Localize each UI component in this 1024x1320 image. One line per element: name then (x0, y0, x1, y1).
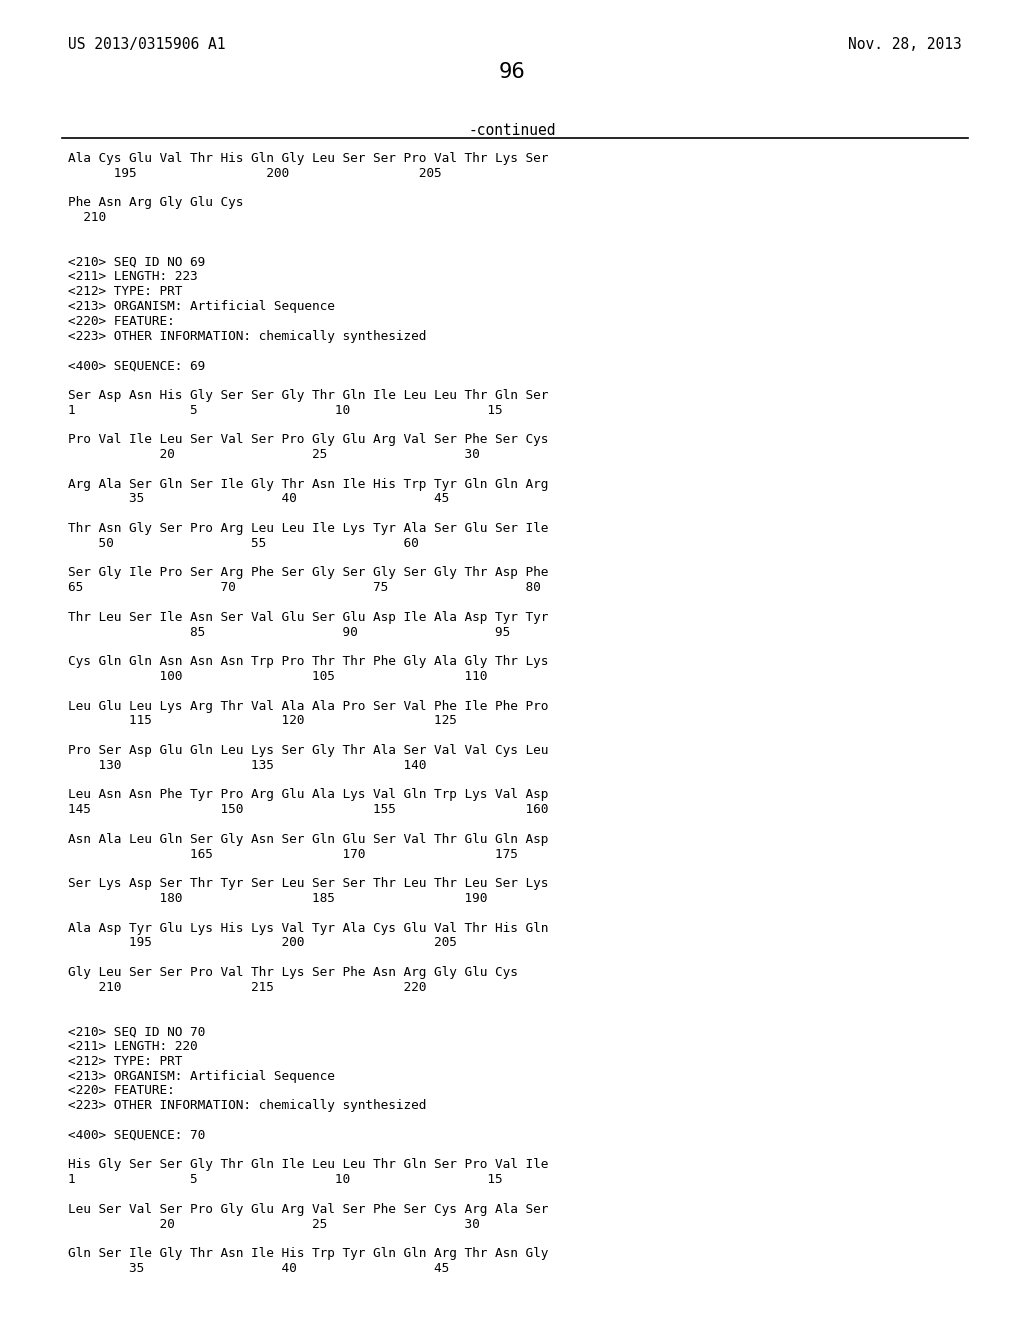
Text: <212> TYPE: PRT: <212> TYPE: PRT (68, 1055, 182, 1068)
Text: Thr Leu Ser Ile Asn Ser Val Glu Ser Glu Asp Ile Ala Asp Tyr Tyr: Thr Leu Ser Ile Asn Ser Val Glu Ser Glu … (68, 611, 549, 624)
Text: Nov. 28, 2013: Nov. 28, 2013 (848, 37, 962, 51)
Text: 130                 135                 140: 130 135 140 (68, 759, 426, 772)
Text: <223> OTHER INFORMATION: chemically synthesized: <223> OTHER INFORMATION: chemically synt… (68, 330, 426, 343)
Text: <211> LENGTH: 223: <211> LENGTH: 223 (68, 271, 198, 284)
Text: 115                 120                 125: 115 120 125 (68, 714, 457, 727)
Text: <400> SEQUENCE: 70: <400> SEQUENCE: 70 (68, 1129, 205, 1142)
Text: 210: 210 (68, 211, 106, 224)
Text: Leu Asn Asn Phe Tyr Pro Arg Glu Ala Lys Val Gln Trp Lys Val Asp: Leu Asn Asn Phe Tyr Pro Arg Glu Ala Lys … (68, 788, 549, 801)
Text: <220> FEATURE:: <220> FEATURE: (68, 314, 175, 327)
Text: <223> OTHER INFORMATION: chemically synthesized: <223> OTHER INFORMATION: chemically synt… (68, 1100, 426, 1113)
Text: 65                  70                  75                  80: 65 70 75 80 (68, 581, 541, 594)
Text: <400> SEQUENCE: 69: <400> SEQUENCE: 69 (68, 359, 205, 372)
Text: 85                  90                  95: 85 90 95 (68, 626, 510, 639)
Text: <210> SEQ ID NO 69: <210> SEQ ID NO 69 (68, 256, 205, 268)
Text: Phe Asn Arg Gly Glu Cys: Phe Asn Arg Gly Glu Cys (68, 197, 244, 210)
Text: 210                 215                 220: 210 215 220 (68, 981, 426, 994)
Text: <211> LENGTH: 220: <211> LENGTH: 220 (68, 1040, 198, 1053)
Text: <220> FEATURE:: <220> FEATURE: (68, 1085, 175, 1097)
Text: <213> ORGANISM: Artificial Sequence: <213> ORGANISM: Artificial Sequence (68, 1069, 335, 1082)
Text: 35                  40                  45: 35 40 45 (68, 492, 450, 506)
Text: Leu Ser Val Ser Pro Gly Glu Arg Val Ser Phe Ser Cys Arg Ala Ser: Leu Ser Val Ser Pro Gly Glu Arg Val Ser … (68, 1203, 549, 1216)
Text: <210> SEQ ID NO 70: <210> SEQ ID NO 70 (68, 1026, 205, 1039)
Text: 180                 185                 190: 180 185 190 (68, 892, 487, 906)
Text: Cys Gln Gln Asn Asn Asn Trp Pro Thr Thr Phe Gly Ala Gly Thr Lys: Cys Gln Gln Asn Asn Asn Trp Pro Thr Thr … (68, 655, 549, 668)
Text: 195                 200                 205: 195 200 205 (68, 936, 457, 949)
Text: Leu Glu Leu Lys Arg Thr Val Ala Ala Pro Ser Val Phe Ile Phe Pro: Leu Glu Leu Lys Arg Thr Val Ala Ala Pro … (68, 700, 549, 713)
Text: -continued: -continued (468, 123, 556, 139)
Text: Ser Asp Asn His Gly Ser Ser Gly Thr Gln Ile Leu Leu Thr Gln Ser: Ser Asp Asn His Gly Ser Ser Gly Thr Gln … (68, 389, 549, 401)
Text: 20                  25                  30: 20 25 30 (68, 1217, 480, 1230)
Text: 165                 170                 175: 165 170 175 (68, 847, 518, 861)
Text: 35                  40                  45: 35 40 45 (68, 1262, 450, 1275)
Text: 145                 150                 155                 160: 145 150 155 160 (68, 803, 549, 816)
Text: Thr Asn Gly Ser Pro Arg Leu Leu Ile Lys Tyr Ala Ser Glu Ser Ile: Thr Asn Gly Ser Pro Arg Leu Leu Ile Lys … (68, 521, 549, 535)
Text: Pro Ser Asp Glu Gln Leu Lys Ser Gly Thr Ala Ser Val Val Cys Leu: Pro Ser Asp Glu Gln Leu Lys Ser Gly Thr … (68, 744, 549, 756)
Text: 20                  25                  30: 20 25 30 (68, 447, 480, 461)
Text: Gln Ser Ile Gly Thr Asn Ile His Trp Tyr Gln Gln Arg Thr Asn Gly: Gln Ser Ile Gly Thr Asn Ile His Trp Tyr … (68, 1247, 549, 1261)
Text: 195                 200                 205: 195 200 205 (68, 166, 441, 180)
Text: Ser Lys Asp Ser Thr Tyr Ser Leu Ser Ser Thr Leu Thr Leu Ser Lys: Ser Lys Asp Ser Thr Tyr Ser Leu Ser Ser … (68, 878, 549, 890)
Text: 100                 105                 110: 100 105 110 (68, 671, 487, 682)
Text: <212> TYPE: PRT: <212> TYPE: PRT (68, 285, 182, 298)
Text: 50                  55                  60: 50 55 60 (68, 537, 419, 550)
Text: Pro Val Ile Leu Ser Val Ser Pro Gly Glu Arg Val Ser Phe Ser Cys: Pro Val Ile Leu Ser Val Ser Pro Gly Glu … (68, 433, 549, 446)
Text: <213> ORGANISM: Artificial Sequence: <213> ORGANISM: Artificial Sequence (68, 300, 335, 313)
Text: 1               5                  10                  15: 1 5 10 15 (68, 1173, 503, 1187)
Text: Arg Ala Ser Gln Ser Ile Gly Thr Asn Ile His Trp Tyr Gln Gln Arg: Arg Ala Ser Gln Ser Ile Gly Thr Asn Ile … (68, 478, 549, 491)
Text: Asn Ala Leu Gln Ser Gly Asn Ser Gln Glu Ser Val Thr Glu Gln Asp: Asn Ala Leu Gln Ser Gly Asn Ser Gln Glu … (68, 833, 549, 846)
Text: His Gly Ser Ser Gly Thr Gln Ile Leu Leu Thr Gln Ser Pro Val Ile: His Gly Ser Ser Gly Thr Gln Ile Leu Leu … (68, 1159, 549, 1171)
Text: Ala Cys Glu Val Thr His Gln Gly Leu Ser Ser Pro Val Thr Lys Ser: Ala Cys Glu Val Thr His Gln Gly Leu Ser … (68, 152, 549, 165)
Text: Ser Gly Ile Pro Ser Arg Phe Ser Gly Ser Gly Ser Gly Thr Asp Phe: Ser Gly Ile Pro Ser Arg Phe Ser Gly Ser … (68, 566, 549, 579)
Text: 1               5                  10                  15: 1 5 10 15 (68, 404, 503, 417)
Text: US 2013/0315906 A1: US 2013/0315906 A1 (68, 37, 225, 51)
Text: Ala Asp Tyr Glu Lys His Lys Val Tyr Ala Cys Glu Val Thr His Gln: Ala Asp Tyr Glu Lys His Lys Val Tyr Ala … (68, 921, 549, 935)
Text: Gly Leu Ser Ser Pro Val Thr Lys Ser Phe Asn Arg Gly Glu Cys: Gly Leu Ser Ser Pro Val Thr Lys Ser Phe … (68, 966, 518, 979)
Text: 96: 96 (499, 62, 525, 82)
